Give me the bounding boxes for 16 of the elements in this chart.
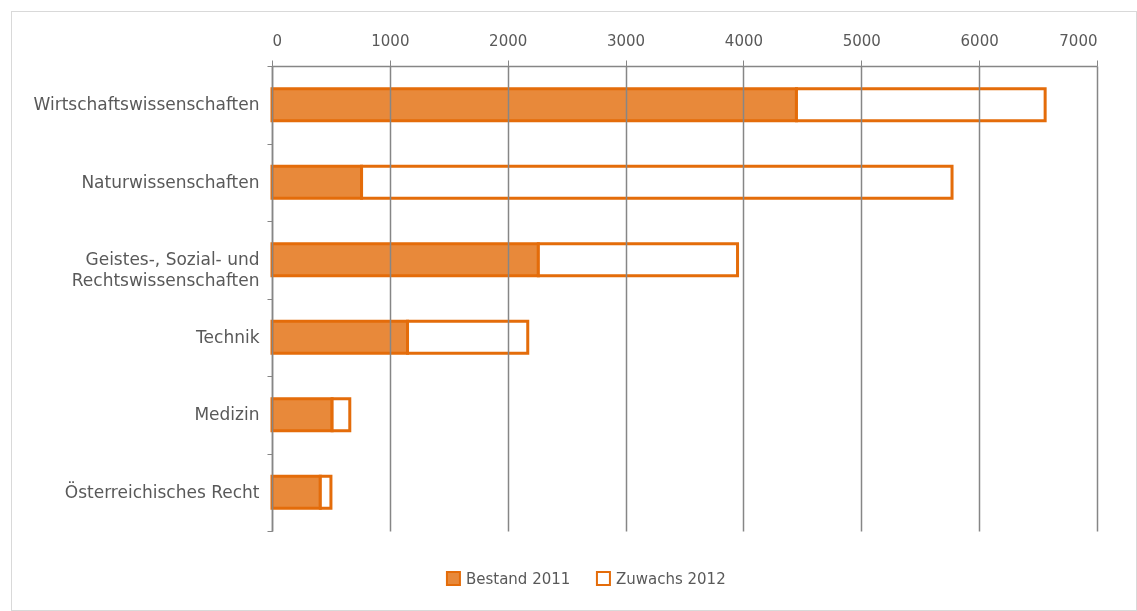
x-tick-label: 3000 [606, 31, 646, 50]
x-tick-label: 1000 [371, 31, 410, 50]
legend-label: Zuwachs 2012 [615, 569, 726, 588]
x-tick-label: 2000 [489, 31, 528, 50]
y-tick-label: Wirtschaftswissenschaften [33, 94, 260, 115]
y-tick-label: Naturwissenschaften [81, 171, 260, 192]
x-tick-label: 0 [272, 31, 283, 50]
y-tick-label: Österreichisches Recht [64, 480, 260, 502]
legend-label: Bestand 2011 [465, 569, 571, 588]
x-tick-label: 4000 [724, 31, 764, 50]
x-tick-label: 6000 [960, 31, 999, 50]
y-tick-label: Technik [195, 326, 260, 347]
y-tick-label: Medizin [194, 404, 260, 425]
x-tick-label: 7000 [1059, 31, 1098, 50]
x-tick-label: 5000 [842, 31, 881, 50]
y-tick-label: Geistes-, Sozial- und Rechtswissenschaften [71, 249, 260, 291]
